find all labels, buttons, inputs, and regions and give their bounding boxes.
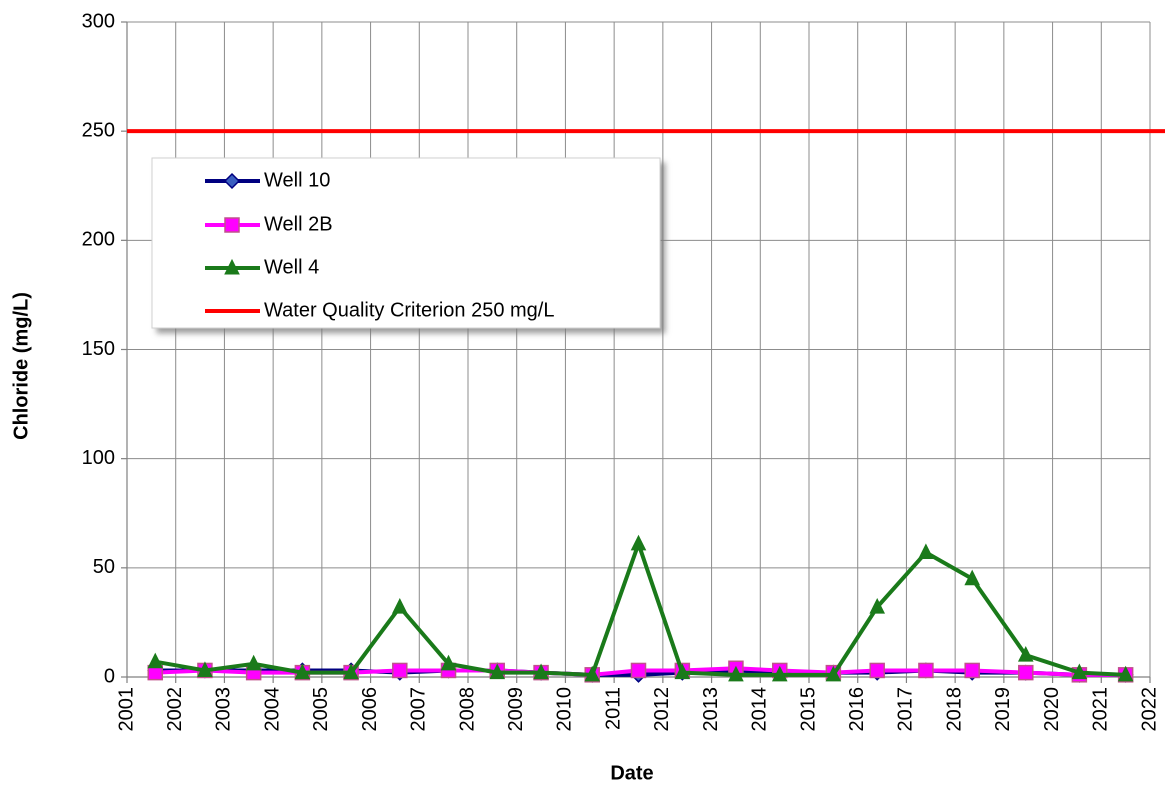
x-tick-label: 2016: [846, 687, 868, 732]
x-tick-label: 2007: [408, 687, 430, 732]
x-tick-label: 2002: [164, 687, 186, 732]
marker: [869, 662, 885, 679]
marker: [869, 598, 886, 614]
marker: [771, 665, 788, 682]
x-tick-label: 2015: [797, 687, 819, 732]
x-tick-label: 2017: [895, 687, 917, 732]
y-tick-label: 0: [104, 665, 115, 687]
marker: [343, 663, 359, 680]
marker: [630, 662, 647, 679]
marker: [964, 662, 980, 679]
marker: [674, 663, 691, 680]
marker: [1071, 663, 1088, 680]
x-tick-label: 2005: [310, 687, 332, 732]
y-tick-label: 100: [82, 447, 115, 469]
y-tick-label: 250: [82, 119, 115, 141]
x-tick-label: 2014: [749, 687, 771, 732]
marker: [825, 665, 842, 682]
y-tick-label: 300: [82, 10, 115, 32]
y-tick-label: 50: [93, 556, 115, 578]
y-tick-label: 200: [82, 229, 115, 251]
marker: [728, 665, 744, 682]
x-tick-label: 2018: [943, 687, 965, 732]
marker: [584, 665, 601, 682]
y-axis-label: Chloride (mg/L): [10, 292, 32, 440]
legend-label: Water Quality Criterion 250 mg/L: [264, 299, 554, 321]
x-tick-label: 2021: [1090, 687, 1112, 732]
x-tick-label: 2008: [456, 687, 478, 732]
series-line: [154, 541, 1126, 677]
marker: [294, 663, 311, 680]
legend-box: [151, 157, 661, 329]
x-tick-label: 2011: [602, 687, 624, 730]
marker: [1017, 646, 1034, 662]
x-tick-label: 2012: [651, 687, 673, 732]
y-tick-label: 150: [82, 338, 115, 360]
marker: [918, 543, 934, 560]
marker: [224, 258, 240, 275]
x-tick-label: 2006: [359, 687, 381, 732]
marker: [245, 654, 262, 671]
x-tick-label: 2020: [1041, 687, 1063, 732]
x-tick-label: 2003: [213, 687, 235, 732]
marker: [489, 663, 506, 680]
legend-label: Well 2B: [264, 213, 333, 235]
marker: [440, 654, 457, 671]
marker: [1018, 664, 1034, 681]
x-tick-label: 2009: [505, 687, 527, 732]
x-tick-label: 2019: [992, 687, 1014, 732]
x-tick-label: 2013: [700, 687, 722, 732]
legend-label: Well 10: [264, 169, 330, 191]
marker: [630, 534, 647, 551]
marker: [392, 662, 408, 679]
marker: [964, 569, 981, 586]
marker: [224, 217, 240, 233]
x-tick-label: 2004: [261, 687, 283, 732]
legend-label: Well 4: [264, 256, 319, 278]
legend: Well 10 Well 2B Well 4 Water Quality Criter…: [151, 157, 661, 329]
marker: [1117, 665, 1134, 682]
x-axis-label: Date: [610, 762, 653, 784]
marker: [223, 172, 241, 190]
marker: [533, 663, 549, 680]
x-tick-label: 2022: [1138, 687, 1160, 732]
x-tick-label: 2001: [115, 687, 137, 732]
marker: [918, 662, 934, 679]
marker: [391, 598, 408, 614]
x-tick-label: 2010: [554, 687, 576, 732]
marker: [147, 652, 164, 669]
marker: [197, 661, 213, 677]
